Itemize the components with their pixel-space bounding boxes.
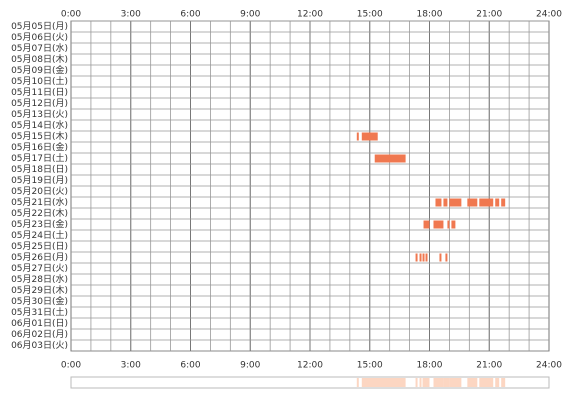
overview-segment [374, 378, 406, 387]
row-label: 05月25日(日) [11, 241, 68, 252]
activity-segment [443, 198, 448, 207]
row-label: 05月17日(土) [11, 152, 68, 164]
activity-segment [415, 253, 418, 262]
activity-segment [356, 132, 359, 141]
x-tick-label-top: 21:00 [476, 10, 502, 20]
row-label: 05月05日(月) [11, 21, 68, 32]
x-tick-label-bottom: 18:00 [417, 361, 443, 371]
activity-segment [419, 253, 422, 262]
overview-segment [447, 378, 450, 387]
row-label: 06月02日(月) [11, 329, 68, 340]
row-label: 05月23日(金) [11, 218, 68, 230]
activity-segment [447, 220, 450, 229]
overview-segment [479, 378, 494, 387]
x-tick-label-top: 18:00 [417, 10, 443, 20]
overview-segment [445, 378, 448, 387]
x-tick-label-top: 12:00 [297, 10, 323, 20]
activity-segment [435, 198, 442, 207]
overview-segment [495, 378, 500, 387]
x-tick-label-top: 15:00 [357, 10, 383, 20]
row-label: 05月28日(水) [11, 273, 68, 285]
x-tick-label-top: 24:00 [536, 10, 562, 20]
row-label: 05月30日(金) [11, 295, 68, 307]
activity-segment [495, 198, 500, 207]
row-label: 05月22日(木) [11, 207, 68, 219]
overview-bar [70, 376, 550, 389]
activity-segment [433, 220, 444, 229]
activity-segment [451, 220, 456, 229]
overview-segment [415, 378, 418, 387]
x-tick-label-bottom: 9:00 [240, 361, 260, 371]
overview-segment [356, 378, 359, 387]
row-label: 06月01日(日) [11, 318, 68, 329]
x-tick-label-bottom: 21:00 [476, 361, 502, 371]
row-label: 05月11日(日) [11, 87, 68, 98]
overview-segment [419, 378, 422, 387]
x-tick-label-top: 6:00 [180, 10, 200, 20]
row-label: 05月26日(月) [11, 252, 68, 263]
activity-segment [425, 253, 428, 262]
x-tick-label-bottom: 3:00 [121, 361, 141, 371]
overview-segment [439, 378, 442, 387]
row-label: 05月18日(日) [11, 164, 68, 175]
overview-segment [467, 378, 478, 387]
row-label: 05月09日(金) [11, 64, 68, 76]
overview-segment [361, 378, 378, 387]
row-label: 05月14日(水) [11, 119, 68, 131]
overview-segment [433, 378, 444, 387]
row-label: 05月29日(木) [11, 284, 68, 296]
x-tick-label-bottom: 24:00 [536, 361, 562, 371]
row-label: 05月13日(火) [11, 109, 68, 120]
overview-segment [451, 378, 456, 387]
overview-segment [422, 378, 425, 387]
activity-segment [449, 198, 462, 207]
row-label: 06月03日(火) [11, 340, 68, 351]
x-tick-label-bottom: 12:00 [297, 361, 323, 371]
row-label: 05月15日(木) [11, 130, 68, 142]
row-label: 05月08日(木) [11, 53, 68, 65]
activity-segment [374, 154, 406, 163]
row-label: 05月31日(土) [11, 306, 68, 318]
activity-segment [422, 253, 425, 262]
row-label: 05月07日(水) [11, 42, 68, 54]
activity-segment [445, 253, 448, 262]
x-tick-label-bottom: 0:00 [61, 361, 81, 371]
row-label: 05月16日(金) [11, 141, 68, 153]
activity-segment [423, 220, 430, 229]
row-label: 05月27日(火) [11, 263, 68, 274]
x-tick-label-bottom: 15:00 [357, 361, 383, 371]
row-label: 05月21日(水) [11, 196, 68, 208]
row-label: 05月10日(土) [11, 75, 68, 87]
row-label: 05月19日(月) [11, 175, 68, 186]
activity-segment [467, 198, 478, 207]
activity-segment [439, 253, 442, 262]
activity-segment [361, 132, 378, 141]
x-tick-label-top: 9:00 [240, 10, 260, 20]
row-label: 05月12日(月) [11, 98, 68, 109]
x-tick-label-top: 3:00 [121, 10, 141, 20]
overview-segment [425, 378, 428, 387]
row-label: 05月06日(火) [11, 32, 68, 43]
x-tick-label-bottom: 6:00 [180, 361, 200, 371]
overview-segment [501, 378, 506, 387]
activity-segment [479, 198, 494, 207]
x-tick-label-top: 0:00 [61, 10, 81, 20]
row-label: 05月24日(土) [11, 229, 68, 241]
activity-segment [501, 198, 506, 207]
row-label: 05月20日(火) [11, 186, 68, 197]
